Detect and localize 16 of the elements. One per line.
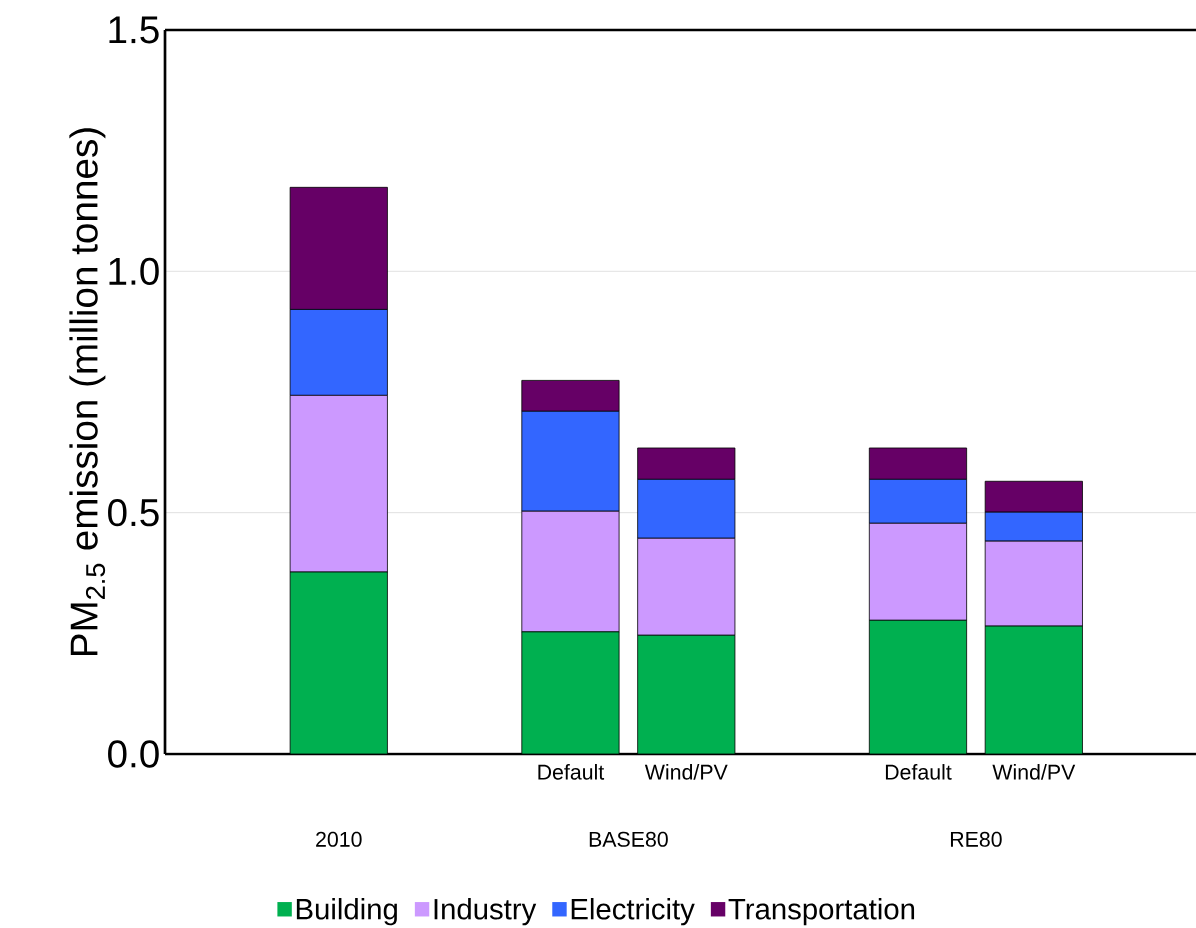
- legend-label: Building: [296, 898, 397, 926]
- x-tick-label: Default: [538, 764, 605, 780]
- y-tick-label: 0.5: [108, 498, 159, 527]
- y-tick-label: 0.0: [108, 740, 159, 768]
- legend-label: Transportation: [728, 898, 915, 926]
- legend-label: Industry: [434, 898, 537, 926]
- y-tick-label: 1.0: [109, 257, 159, 286]
- x-tick-label: Default: [885, 764, 952, 780]
- text: BASE80: [589, 831, 668, 847]
- x-tick-label: Wind/PV: [992, 764, 1076, 780]
- y-tick-label: 1.5: [109, 16, 159, 44]
- text: 2010: [316, 831, 362, 847]
- y-axis-title: PM$_{2.5}$ emission (million tonnes): [69, 128, 106, 656]
- x-tick-label: Wind/PV: [644, 764, 728, 780]
- legend-label: Electricity: [571, 898, 695, 926]
- text: RE80: [950, 831, 1002, 847]
